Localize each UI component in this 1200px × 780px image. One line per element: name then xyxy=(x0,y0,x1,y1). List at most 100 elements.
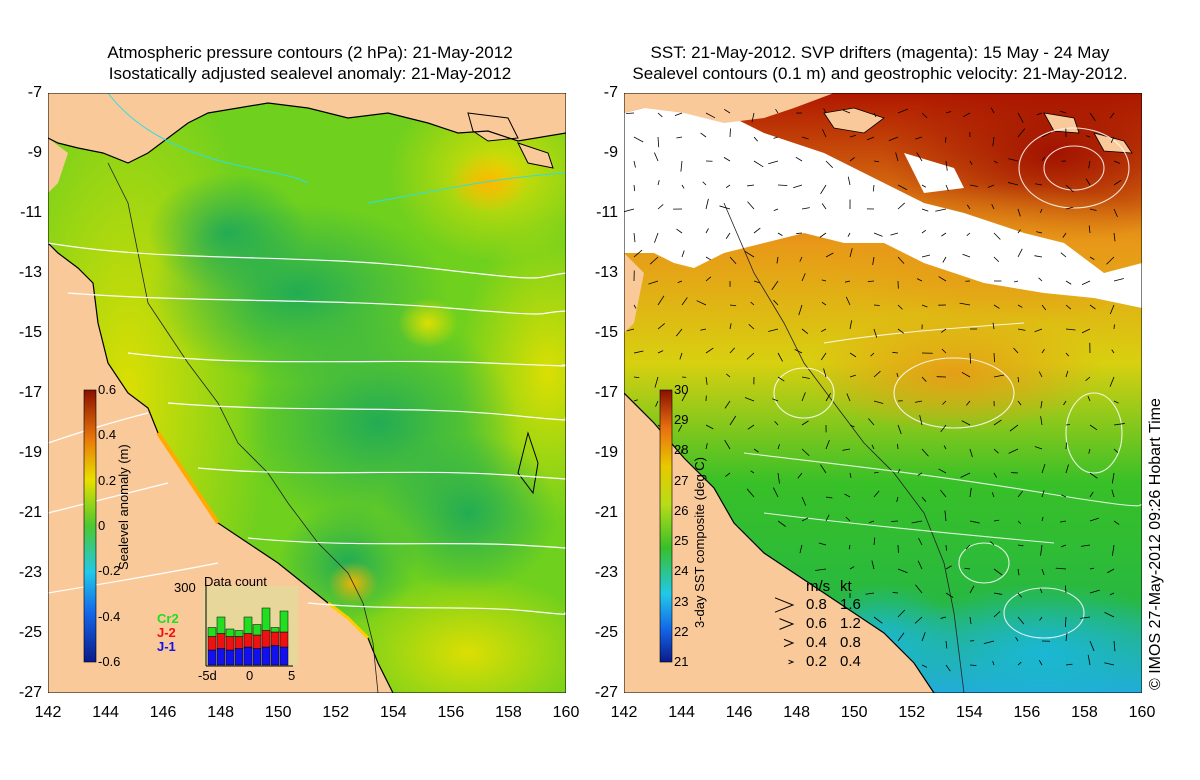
velocity-arrow xyxy=(873,232,883,237)
velocity-arrow xyxy=(993,232,1001,240)
velocity-arrow xyxy=(1065,424,1071,426)
velocity-arrow xyxy=(801,392,806,402)
data-count-bar-green xyxy=(252,624,262,636)
x-tick-label: 142 xyxy=(610,704,638,721)
velocity-arrow xyxy=(799,544,803,554)
velocity-arrow xyxy=(1104,662,1115,666)
velocity-arrow xyxy=(1041,156,1046,162)
velocity-legend-header-ms: m/s xyxy=(806,578,831,595)
velocity-arrow xyxy=(993,448,999,454)
velocity-arrow xyxy=(896,372,899,378)
velocity-arrow xyxy=(753,448,759,453)
x-tick-label: 154 xyxy=(379,704,407,721)
velocity-arrow xyxy=(705,424,714,430)
velocity-arrow xyxy=(681,250,685,258)
velocity-arrow xyxy=(846,393,851,402)
velocity-arrow xyxy=(796,232,803,234)
velocity-arrow xyxy=(897,184,908,191)
velocity-arrow xyxy=(868,520,875,524)
velocity-arrow xyxy=(1065,184,1074,193)
velocity-arrow xyxy=(1041,348,1045,354)
velocity-arrow xyxy=(750,301,755,306)
velocity-arrow xyxy=(753,280,761,284)
right-map xyxy=(624,93,1142,693)
velocity-arrow xyxy=(1113,400,1119,404)
velocity-arrow xyxy=(897,424,902,435)
velocity-arrow xyxy=(897,202,905,210)
x-tick-label: 160 xyxy=(1128,704,1156,721)
velocity-arrow xyxy=(633,184,636,192)
velocity-arrow xyxy=(705,276,712,282)
velocity-arrow xyxy=(993,352,995,363)
velocity-arrow xyxy=(726,373,731,378)
velocity-arrow xyxy=(888,136,899,142)
velocity-arrow xyxy=(1015,636,1019,642)
velocity-arrow xyxy=(747,201,755,210)
velocity-arrow xyxy=(793,184,803,189)
velocity-arrow xyxy=(771,280,779,291)
velocity-arrow xyxy=(773,136,779,139)
velocity-legend-arrows xyxy=(774,597,795,665)
data-count-bar-red xyxy=(216,633,226,649)
velocity-arrow xyxy=(1089,112,1096,121)
velocity-arrow xyxy=(942,256,947,263)
velocity-arrow xyxy=(897,632,905,642)
velocity-arrow xyxy=(825,514,830,522)
x-tick-label: 154 xyxy=(955,704,983,721)
velocity-arrow xyxy=(945,664,951,672)
velocity-arrow xyxy=(1063,400,1067,406)
y-tick-label: -9 xyxy=(603,144,618,161)
velocity-arrow xyxy=(705,347,714,354)
velocity-arrow xyxy=(702,181,707,186)
velocity-arrow xyxy=(825,160,834,169)
velocity-arrow xyxy=(775,108,779,114)
data-count-xtick: 0 xyxy=(246,668,254,683)
velocity-arrow xyxy=(921,376,927,382)
velocity-arrow xyxy=(725,232,731,239)
velocity-arrow xyxy=(845,516,851,522)
velocity-arrow xyxy=(897,108,909,114)
data-count-xtick: 5 xyxy=(288,668,296,683)
velocity-arrow xyxy=(873,370,881,378)
data-count-bar-red xyxy=(225,636,235,651)
velocity-arrow xyxy=(1061,494,1067,498)
velocity-arrow xyxy=(1065,464,1069,474)
velocity-arrow xyxy=(945,160,948,171)
data-count-bar-green xyxy=(216,616,226,634)
velocity-arrow xyxy=(674,112,683,117)
velocity-arrow xyxy=(962,253,971,258)
sla-colorbar-scale xyxy=(83,389,97,663)
velocity-legend-arrow xyxy=(774,597,795,613)
velocity-arrow xyxy=(1041,464,1046,474)
data-count-legend-item: J-2 xyxy=(157,625,176,640)
velocity-arrow xyxy=(1040,416,1043,426)
velocity-arrow xyxy=(873,490,880,498)
velocity-arrow xyxy=(1017,616,1025,625)
velocity-arrow xyxy=(819,232,827,238)
colorbar-tick-label: 30 xyxy=(674,382,689,397)
y-tick-label: -23 xyxy=(594,564,618,581)
y-tick-label: -15 xyxy=(18,324,42,341)
velocity-arrow xyxy=(961,420,971,426)
velocity-arrow xyxy=(945,592,954,598)
velocity-arrow xyxy=(873,160,880,163)
velocity-arrow xyxy=(1088,160,1091,169)
velocity-arrow xyxy=(1104,612,1115,618)
velocity-arrow xyxy=(654,376,659,388)
velocity-arrow xyxy=(1007,182,1019,186)
velocity-arrow xyxy=(746,488,755,498)
velocity-arrow xyxy=(1109,112,1115,119)
velocity-legend-kt: 0.8 xyxy=(840,634,861,651)
velocity-arrow xyxy=(897,568,908,574)
velocity-arrow xyxy=(798,304,803,316)
velocity-arrow xyxy=(680,160,683,172)
velocity-arrow xyxy=(991,492,995,498)
colorbar-tick-label: -0.6 xyxy=(98,654,121,669)
velocity-arrow xyxy=(1039,588,1043,594)
data-count-bar-red xyxy=(243,633,253,648)
velocity-arrow xyxy=(896,496,899,503)
velocity-arrow xyxy=(655,400,659,407)
velocity-arrow xyxy=(815,568,827,571)
velocity-arrow xyxy=(1017,112,1024,123)
velocity-arrow xyxy=(1113,448,1119,453)
